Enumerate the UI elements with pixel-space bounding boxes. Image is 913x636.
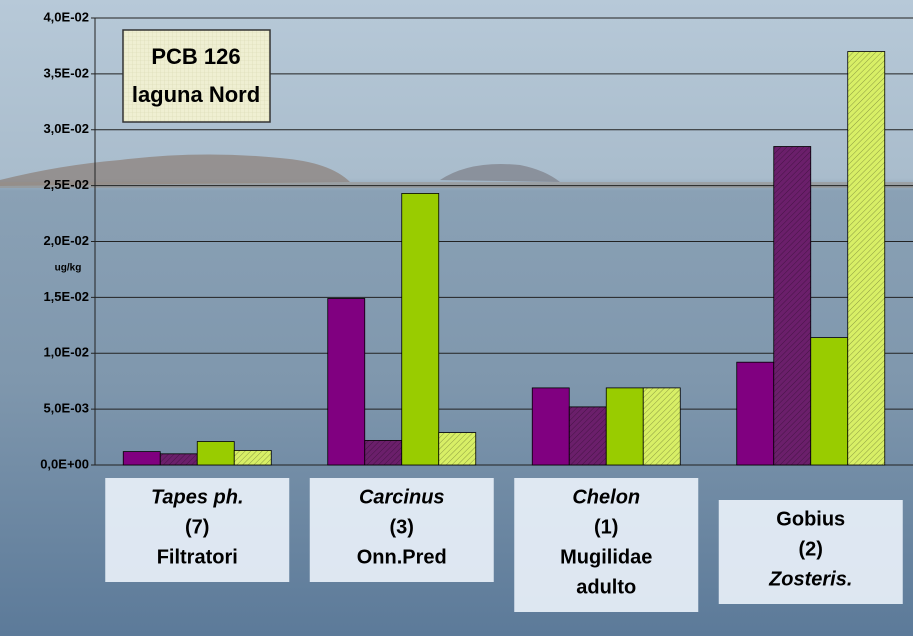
x-tick-label: (7) [185, 516, 209, 538]
bar [606, 388, 643, 465]
y-tick-label: 5,0E-03 [43, 401, 89, 416]
x-tick-label: adulto [576, 576, 636, 598]
y-tick-label: 0,0E+00 [40, 456, 89, 471]
bar [569, 407, 606, 465]
bar [365, 440, 402, 465]
y-tick-label: 3,0E-02 [43, 121, 89, 136]
chart: 0,0E+00 5,0E-03 1,0E-02 1,5E-02 2,0E-02 2,5E-… [0, 0, 913, 636]
bar [123, 452, 160, 465]
bar [737, 362, 774, 465]
x-tick-label: Chelon [572, 486, 640, 508]
x-tick-label: Gobius [776, 508, 845, 530]
bar [328, 298, 365, 465]
x-tick-label: (1) [594, 516, 618, 538]
x-tick-label: Tapes ph. [151, 486, 244, 508]
x-tick-label: (3) [390, 516, 414, 538]
y-tick-label: 3,5E-02 [43, 65, 89, 80]
bar [643, 388, 680, 465]
chart-title: PCB 126 [151, 44, 240, 69]
y-axis-label: ug/kg [55, 263, 82, 274]
bar [848, 52, 885, 465]
x-tick-label: Carcinus [359, 486, 445, 508]
bar [197, 442, 234, 465]
bar [774, 147, 811, 465]
bar [532, 388, 569, 465]
bar [811, 338, 848, 465]
y-tick-label: 2,5E-02 [43, 177, 89, 192]
bar [402, 193, 439, 465]
y-tick-label: 1,5E-02 [43, 289, 89, 304]
bar [439, 433, 476, 465]
x-tick-label: Zosteris. [768, 568, 852, 590]
x-tick-label: (2) [799, 538, 823, 560]
chart-title: laguna Nord [132, 82, 260, 107]
y-tick-label: 4,0E-02 [43, 9, 89, 24]
x-tick-label: Filtratori [157, 546, 238, 568]
bar [234, 450, 271, 465]
y-tick-label: 2,0E-02 [43, 233, 89, 248]
y-tick-label: 1,0E-02 [43, 345, 89, 360]
x-tick-label: Mugilidae [560, 546, 652, 568]
bar [160, 454, 197, 465]
x-tick-label: Onn.Pred [357, 546, 447, 568]
